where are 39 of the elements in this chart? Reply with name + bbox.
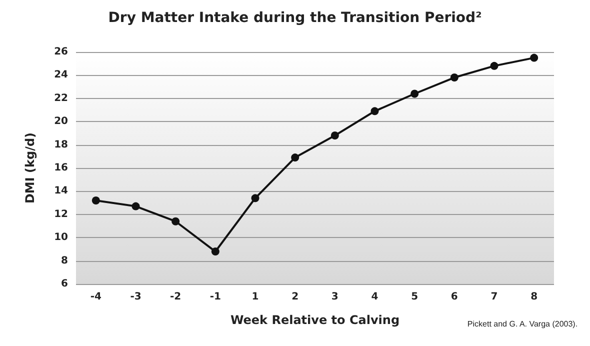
x-tick-label: -1 — [210, 292, 222, 302]
point — [172, 217, 180, 226]
point — [251, 194, 260, 202]
x-tick-label: 8 — [530, 292, 538, 302]
point — [92, 196, 100, 204]
y-tick-label: 6 — [61, 278, 68, 290]
x-tick-label: 7 — [490, 292, 498, 302]
y-tick-label: 16 — [54, 162, 68, 174]
y-tick-label: 26 — [54, 46, 68, 58]
y-tick-label: 22 — [54, 92, 68, 104]
point — [211, 248, 220, 256]
point — [330, 132, 339, 140]
point — [291, 154, 300, 162]
text: Pickett and G. A. Varga (2003). — [467, 320, 578, 328]
y-tick-label: 12 — [54, 208, 68, 220]
x-tick-label: -2 — [170, 292, 182, 302]
x-tick-label: 4 — [371, 292, 378, 302]
x-tick-label: 1 — [252, 292, 259, 302]
chart-title: Dry Matter Intake during the Transition Period² — [108, 10, 482, 26]
point — [490, 62, 498, 70]
y-tick-label: 10 — [54, 232, 68, 244]
x-tick-label: -3 — [130, 292, 142, 302]
y-tick-label: 14 — [54, 186, 68, 197]
point — [450, 74, 458, 82]
x-axis-title: Week Relative to Calving — [230, 313, 400, 327]
point — [530, 54, 538, 62]
y-tick-label: 8 — [61, 255, 68, 266]
x-tick-label: 5 — [411, 292, 418, 302]
y-axis-title: DMI (kg/d) — [23, 132, 37, 204]
x-tick-label: -4 — [90, 292, 102, 302]
x-tick-label: 2 — [292, 292, 299, 302]
point — [410, 90, 419, 98]
point — [370, 107, 379, 116]
y-tick-label: 20 — [54, 116, 68, 128]
x-tick-label: 6 — [450, 292, 458, 302]
point — [132, 202, 140, 210]
y-tick-label: 24 — [54, 70, 68, 81]
x-tick-label: 3 — [331, 292, 338, 302]
y-tick-label: 18 — [54, 139, 68, 150]
